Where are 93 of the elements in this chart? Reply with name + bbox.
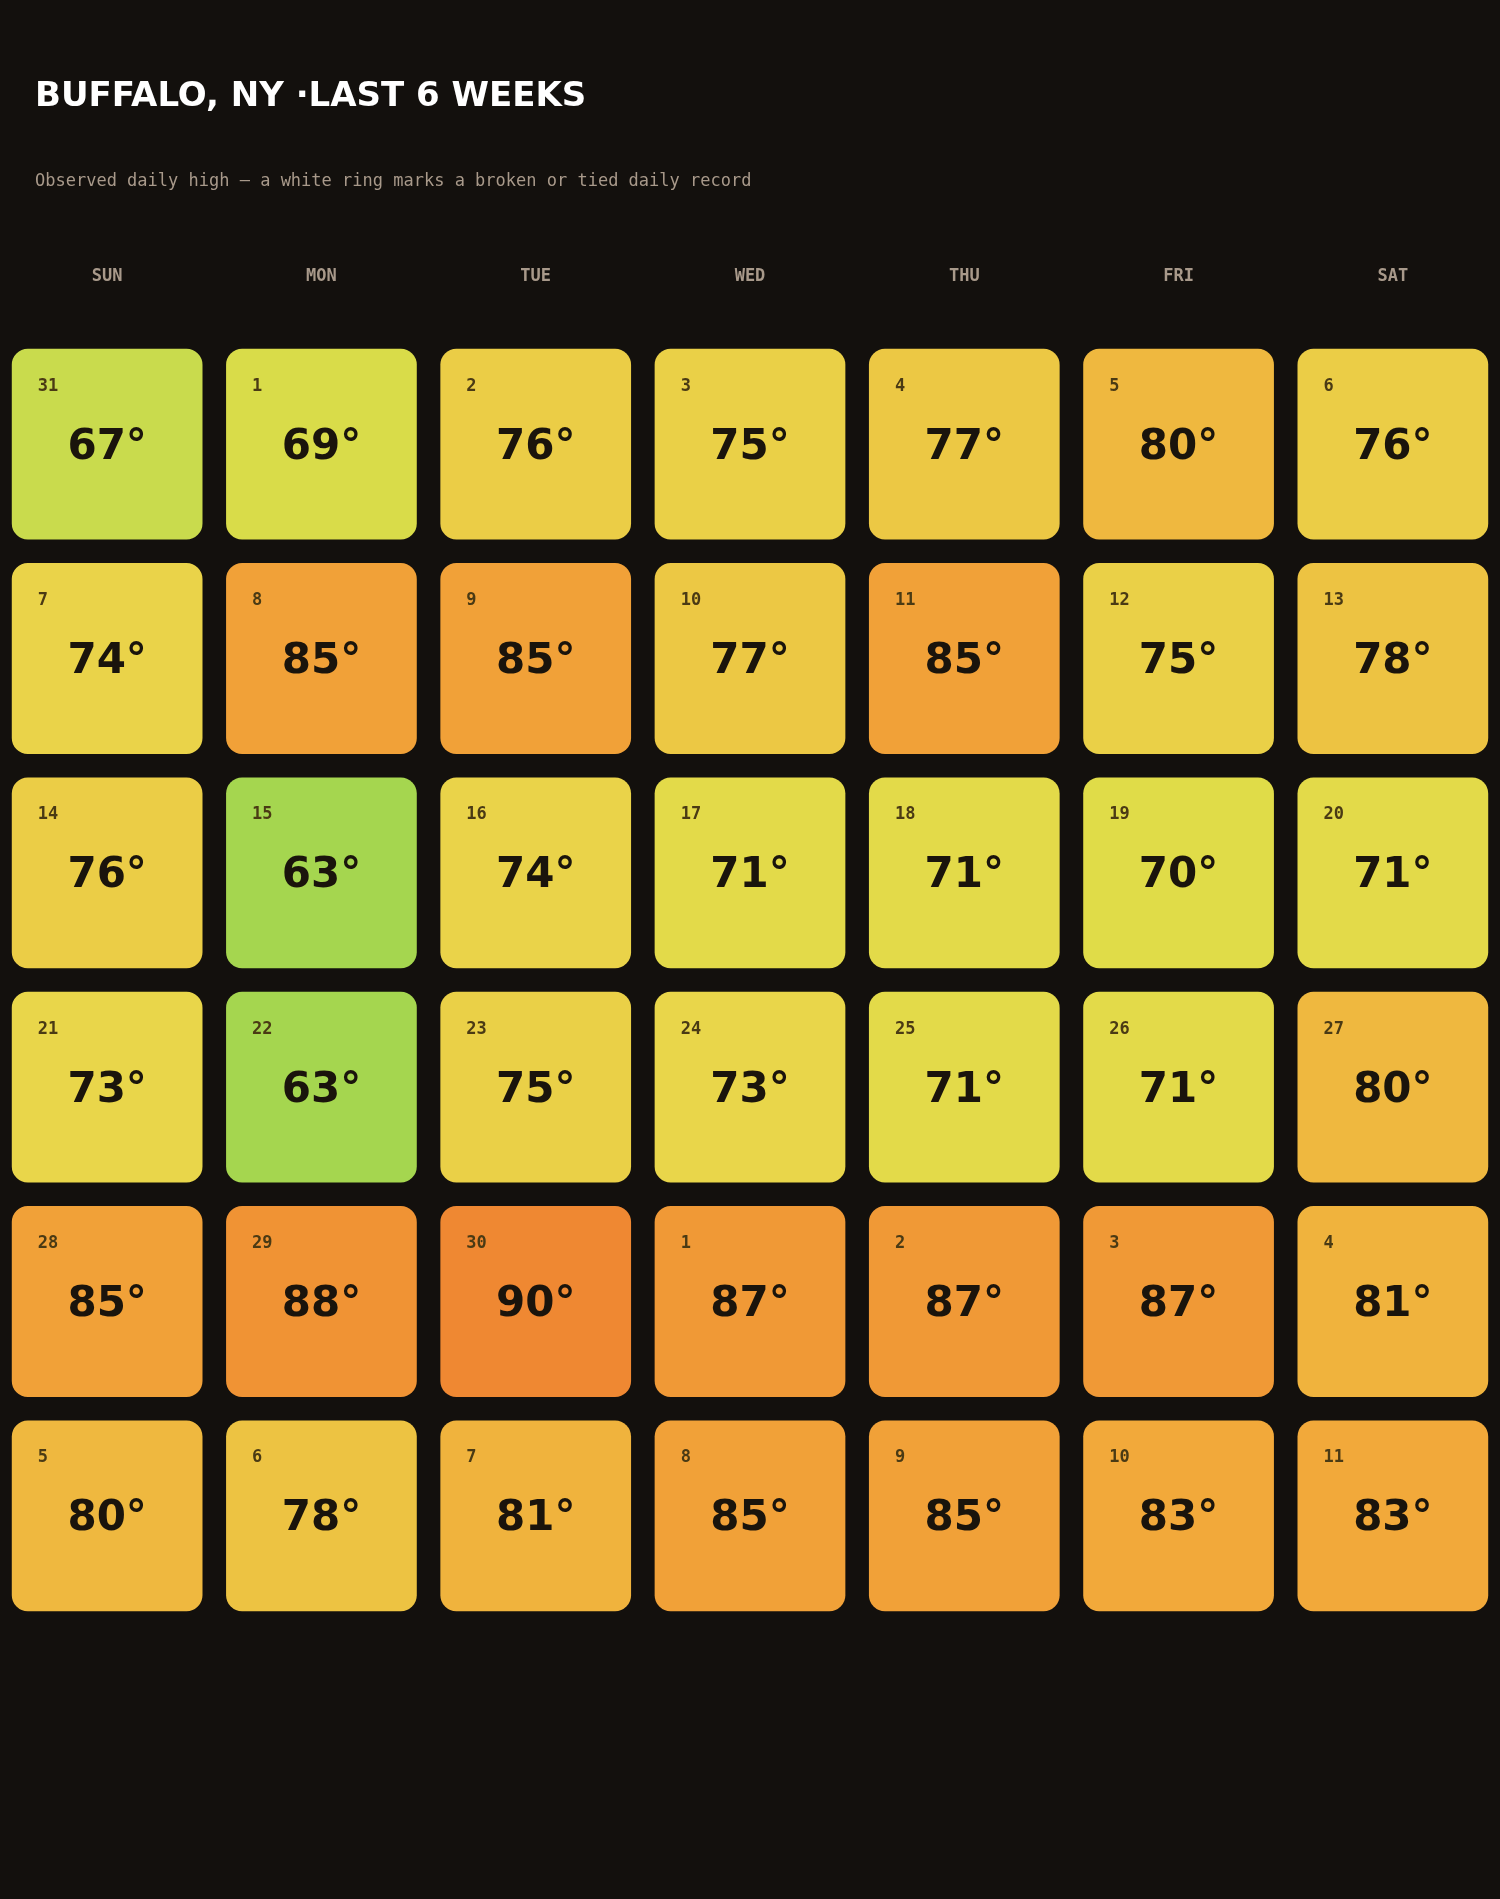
annotation: 5 <box>1109 374 1120 395</box>
x-tick-label: FRI <box>1163 264 1194 285</box>
annotation: 14 <box>37 803 59 824</box>
data-label: 70° <box>1138 848 1219 898</box>
chart-title: BUFFALO, NY ·LAST 6 WEEKS <box>35 74 587 114</box>
data-label: 83° <box>1353 1491 1433 1541</box>
annotation: 6 <box>252 1446 263 1467</box>
data-label: 77° <box>924 419 1005 469</box>
data-label: 75° <box>710 419 790 469</box>
annotation: 31 <box>37 374 59 395</box>
annotation: 16 <box>466 803 487 824</box>
data-label: 85° <box>924 1491 1005 1541</box>
annotation: 4 <box>1323 1232 1334 1253</box>
data-label: 76° <box>495 419 576 469</box>
data-label: 88° <box>281 1277 362 1326</box>
data-label: 81° <box>495 1491 576 1541</box>
annotation: 2 <box>894 1232 906 1253</box>
data-label: 83° <box>1138 1491 1219 1541</box>
data-label: 78° <box>281 1491 362 1541</box>
data-label: 87° <box>924 1277 1005 1326</box>
data-label: 74° <box>67 634 147 683</box>
data-label: 87° <box>1138 1277 1219 1326</box>
data-label: 80° <box>1138 419 1219 469</box>
annotation: 23 <box>466 1017 487 1038</box>
data-label: 85° <box>281 634 362 683</box>
annotation: 10 <box>680 589 702 610</box>
annotation: 29 <box>252 1232 273 1253</box>
data-label: 87° <box>710 1277 790 1326</box>
annotation: 22 <box>252 1017 273 1038</box>
data-label: 73° <box>710 1062 790 1112</box>
annotation: 24 <box>680 1017 702 1038</box>
annotation: 2 <box>466 374 477 395</box>
data-label: 71° <box>924 848 1005 898</box>
annotation: 12 <box>1109 589 1130 610</box>
data-label: 63° <box>281 1062 362 1112</box>
data-label: 80° <box>1353 1062 1433 1112</box>
data-label: 67° <box>67 419 147 469</box>
annotation: 21 <box>37 1017 59 1038</box>
data-label: 71° <box>924 1062 1005 1112</box>
data-label: 90° <box>495 1277 576 1326</box>
data-label: 85° <box>495 634 576 683</box>
x-tick-label: WED <box>734 264 766 285</box>
annotation: 27 <box>1323 1017 1344 1038</box>
annotation: 18 <box>894 803 916 824</box>
annotation: 1 <box>680 1232 691 1253</box>
x-tick-label: SUN <box>91 264 123 285</box>
data-label: 73° <box>67 1062 147 1112</box>
data-label: 71° <box>1353 848 1433 898</box>
data-label: 85° <box>67 1277 147 1326</box>
annotation: 11 <box>894 589 916 610</box>
annotation: 19 <box>1109 803 1130 824</box>
data-label: 71° <box>1138 1062 1219 1112</box>
annotation: 15 <box>252 803 273 824</box>
annotation: 28 <box>37 1232 59 1253</box>
data-label: 78° <box>1353 634 1433 683</box>
annotation: 26 <box>1109 1017 1130 1038</box>
data-label: 75° <box>495 1062 576 1112</box>
data-label: 75° <box>1138 634 1219 683</box>
annotation: 9 <box>894 1446 906 1467</box>
annotation: 3 <box>1109 1232 1120 1253</box>
annotation: 8 <box>252 589 263 610</box>
x-tick-label: THU <box>948 264 980 285</box>
annotation: 20 <box>1323 803 1344 824</box>
x-tick-label: SAT <box>1377 264 1409 285</box>
annotation: 13 <box>1323 589 1344 610</box>
annotation: 11 <box>1323 1446 1344 1467</box>
annotation: 8 <box>680 1446 691 1467</box>
data-label: 81° <box>1353 1277 1433 1326</box>
data-label: 85° <box>710 1491 790 1541</box>
data-label: 80° <box>67 1491 147 1541</box>
annotation: 4 <box>894 374 906 395</box>
x-tick-label: TUE <box>520 264 552 285</box>
data-label: 76° <box>67 848 147 898</box>
annotation: 30 <box>466 1232 487 1253</box>
x-tick-label: MON <box>306 264 337 285</box>
data-label: 77° <box>710 634 790 683</box>
data-label: 85° <box>924 634 1005 683</box>
data-label: 71° <box>710 848 790 898</box>
annotation: 9 <box>466 589 477 610</box>
data-label: 63° <box>281 848 362 898</box>
annotation: 6 <box>1323 374 1334 395</box>
annotation: 25 <box>894 1017 916 1038</box>
annotation: 1 <box>252 374 263 395</box>
annotation: 7 <box>466 1446 477 1467</box>
data-label: 76° <box>1353 419 1433 469</box>
chart-subtitle: Observed daily high — a white ring marks a broken or tied daily record <box>35 169 752 190</box>
annotation: 3 <box>680 374 691 395</box>
annotation: 10 <box>1109 1446 1130 1467</box>
annotation: 7 <box>37 589 49 610</box>
annotation: 17 <box>680 803 702 824</box>
annotation: 5 <box>37 1446 49 1467</box>
data-label: 74° <box>495 848 576 898</box>
data-label: 69° <box>281 419 362 469</box>
